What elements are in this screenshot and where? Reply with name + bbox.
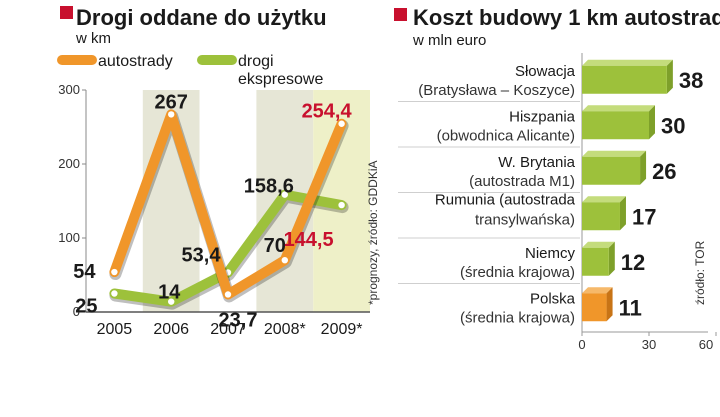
value-label-drogi-ekspresowe: 158,6 bbox=[244, 176, 294, 198]
value-label-autostrady: 23,7 bbox=[219, 309, 258, 331]
country-label: Niemcy bbox=[525, 245, 576, 262]
value-label-drogi-ekspresowe: 14 bbox=[158, 282, 181, 304]
bar-top-face bbox=[582, 287, 613, 294]
country-label: Rumunia (autostrada bbox=[435, 191, 576, 208]
x-tick-label: 2005 bbox=[97, 321, 133, 338]
right-title-marker bbox=[394, 8, 407, 21]
x-tick-label: 2009* bbox=[321, 321, 363, 338]
bar-side-face bbox=[608, 241, 615, 276]
bar-top-face bbox=[582, 105, 655, 112]
y-tick-label: 200 bbox=[58, 156, 80, 171]
y-tick-label: 100 bbox=[58, 230, 80, 245]
bar-top-face bbox=[582, 241, 615, 248]
data-point-autostrady bbox=[111, 268, 118, 276]
bar-value-label: 11 bbox=[619, 295, 642, 320]
x-tick-label: 2007 bbox=[210, 321, 246, 338]
value-label-drogi-ekspresowe: 144,5 bbox=[284, 229, 334, 251]
bar-side-face bbox=[619, 196, 626, 231]
bar-side-face bbox=[649, 105, 655, 140]
bar-top-face bbox=[582, 59, 673, 66]
bar-hiszpania bbox=[582, 111, 649, 140]
route-label-line2: transylwańska) bbox=[475, 211, 575, 228]
value-label-autostrady: 54 bbox=[73, 261, 96, 283]
route-label: (autostrada M1) bbox=[469, 173, 575, 190]
value-label-autostrady: 254,4 bbox=[302, 101, 353, 123]
bar-side-face bbox=[666, 59, 673, 94]
bar-wbrytania bbox=[582, 156, 641, 185]
route-label: (średnia krajowa) bbox=[460, 264, 575, 281]
value-label-autostrady: 70 bbox=[264, 235, 286, 257]
value-label-drogi-ekspresowe: 25 bbox=[75, 296, 97, 318]
value-label-autostrady: 267 bbox=[155, 91, 188, 113]
right-source-note: źródło: TOR bbox=[693, 240, 707, 305]
left-source-note: *prognozy, źródło: GDDKiA bbox=[366, 160, 380, 305]
bar-rumunia bbox=[582, 202, 620, 231]
country-label: Słowacja bbox=[515, 63, 576, 80]
line-chart-plot: 0 100 200 300 2005 2006 2007 2008* 2009* 54 267 23,… bbox=[58, 82, 370, 338]
bar-chart-plot: 0 30 60 38 Słowacja (Bratysława – Koszyce) 30 H… bbox=[398, 53, 717, 352]
legend-label-drogi-line1: drogi bbox=[238, 53, 274, 70]
bar-value-label: 38 bbox=[679, 68, 703, 93]
bar-side-face bbox=[606, 287, 613, 322]
route-label: (średnia krajowa) bbox=[460, 309, 575, 326]
bar-side-face bbox=[640, 150, 647, 185]
value-label-drogi-ekspresowe: 53,4 bbox=[182, 244, 222, 266]
right-chart-subtitle: w mln euro bbox=[412, 32, 486, 49]
left-chart-subtitle: w km bbox=[75, 30, 111, 47]
data-point-autostrady bbox=[338, 120, 345, 127]
left-chart-title: Drogi oddane do użytku bbox=[76, 5, 327, 30]
bar-polska bbox=[582, 293, 607, 322]
country-label: Polska bbox=[530, 290, 576, 307]
route-label: (Bratysława – Koszyce) bbox=[418, 82, 575, 99]
bar-top-face bbox=[582, 196, 626, 203]
bar-x-tick-label: 0 bbox=[578, 337, 585, 352]
bar-niemcy bbox=[582, 247, 609, 276]
route-label: (obwodnica Alicante) bbox=[437, 127, 575, 144]
data-point-autostrady bbox=[281, 257, 288, 264]
bar-value-label: 30 bbox=[661, 113, 685, 138]
country-label: Hiszpania bbox=[509, 108, 576, 125]
data-point-autostrady bbox=[168, 111, 175, 118]
country-label: W. Brytania bbox=[498, 154, 575, 171]
bar-top-face bbox=[582, 150, 647, 157]
x-tick-label: 2006 bbox=[153, 321, 189, 338]
y-tick-label: 0 bbox=[73, 304, 80, 319]
data-point-autostrady bbox=[224, 291, 232, 298]
left-title-marker bbox=[60, 6, 73, 19]
y-tick-label: 300 bbox=[58, 82, 80, 97]
bar-value-label: 26 bbox=[652, 159, 676, 184]
bar-x-tick-label: 30 bbox=[642, 337, 656, 352]
legend-label-autostrady: autostrady bbox=[98, 53, 173, 70]
bar-sowacja bbox=[582, 65, 667, 94]
right-chart-title: Koszt budowy 1 km autostrady bbox=[413, 5, 720, 30]
bar-x-tick-label: 60 bbox=[699, 337, 713, 352]
data-point-drogi-ekspresowe bbox=[281, 191, 288, 198]
bar-value-label: 17 bbox=[632, 204, 656, 229]
x-tick-label: 2008* bbox=[264, 321, 306, 338]
data-point-drogi-ekspresowe bbox=[168, 298, 175, 305]
legend-label-drogi-line2: ekspresowe bbox=[238, 71, 323, 88]
data-point-drogi-ekspresowe bbox=[111, 290, 118, 297]
bar-value-label: 12 bbox=[621, 250, 645, 275]
data-point-drogi-ekspresowe bbox=[338, 201, 345, 209]
